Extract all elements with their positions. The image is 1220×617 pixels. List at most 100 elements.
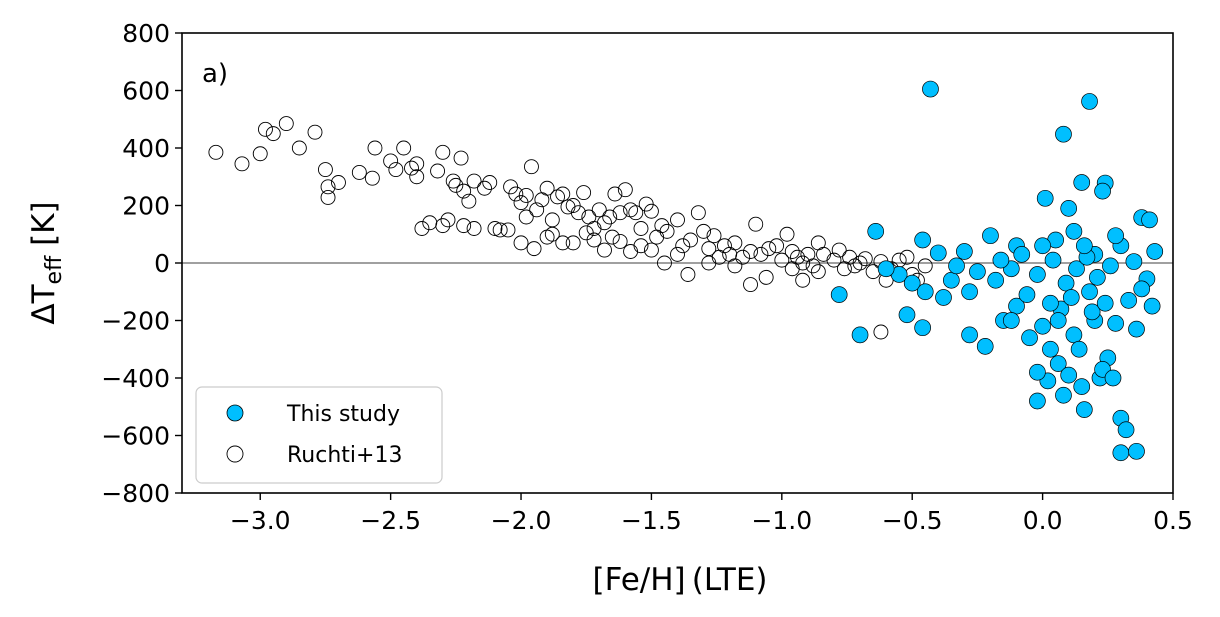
ruchti-point xyxy=(743,244,758,259)
ruchti-point xyxy=(320,179,336,195)
this-study-point xyxy=(1117,421,1135,439)
this-study-point xyxy=(1049,312,1067,329)
ruchti-point xyxy=(774,252,790,268)
this-study-point xyxy=(1075,237,1093,255)
ruchti-point xyxy=(735,249,751,265)
ruchti-point xyxy=(857,251,873,267)
ruchti-point xyxy=(743,277,758,293)
legend-box xyxy=(195,386,443,484)
ruchti-point xyxy=(383,153,399,169)
this-study-point xyxy=(935,289,952,306)
legend-marker-ruchti xyxy=(226,445,244,463)
ruchti-point xyxy=(852,255,868,271)
this-study-point xyxy=(914,231,931,249)
ruchti-point xyxy=(440,212,456,228)
ruchti-point xyxy=(826,252,842,268)
ruchti-point xyxy=(899,249,915,265)
this-study-point xyxy=(1120,292,1138,309)
ruchti-point xyxy=(331,175,346,190)
this-study-point xyxy=(956,243,973,260)
ruchti-point xyxy=(683,232,698,248)
ruchti-point xyxy=(445,173,461,189)
ruchti-point xyxy=(518,187,534,203)
this-study-point xyxy=(830,286,848,303)
this-study-point xyxy=(1068,260,1085,278)
ruchti-point xyxy=(555,235,571,251)
ruchti-point xyxy=(351,164,367,180)
this-study-point xyxy=(1107,227,1124,245)
ruchti-point xyxy=(291,140,307,156)
this-study-point xyxy=(992,251,1010,269)
ruchti-point xyxy=(435,218,451,234)
this-study-point xyxy=(1062,289,1080,306)
this-study-point xyxy=(1034,317,1051,335)
ruchti-point xyxy=(633,238,649,254)
ruchti-point xyxy=(657,255,672,271)
x-tick-label: 0.0 xyxy=(1023,506,1063,535)
this-study-point xyxy=(1055,125,1072,143)
ruchti-point xyxy=(690,205,706,221)
ruchti-point xyxy=(430,163,446,179)
this-study-point xyxy=(1049,355,1067,372)
svg-text:ΔTeff [K]: ΔTeff [K] xyxy=(26,201,67,324)
this-study-point xyxy=(1089,269,1106,286)
y-tick-label: −800 xyxy=(101,479,170,508)
this-study-point xyxy=(1065,326,1083,344)
ruchti-point xyxy=(539,180,555,196)
ruchti-point xyxy=(456,183,472,199)
ruchti-point xyxy=(482,175,498,190)
ruchti-point xyxy=(448,177,464,193)
ruchti-point xyxy=(307,124,323,140)
this-study-point xyxy=(916,283,934,301)
this-study-point xyxy=(1021,329,1038,347)
ruchti-point xyxy=(761,241,777,257)
ruchti-point xyxy=(675,238,691,254)
ruchti-point xyxy=(487,221,503,236)
this-study-point xyxy=(1044,251,1062,269)
y-axis-label-main: ΔT xyxy=(26,283,62,324)
this-study-point xyxy=(1096,294,1114,312)
this-study-series xyxy=(830,80,1164,462)
ruchti-point xyxy=(492,222,508,238)
ruchti-point xyxy=(461,193,477,209)
ruchti-point xyxy=(795,272,811,288)
ruchti-point xyxy=(234,156,250,172)
x-axis-ticks: −3.0 −2.5 −2.0 −1.5 −1.0 −0.5 0.0 0.5 xyxy=(230,493,1193,535)
y-tick-label: −400 xyxy=(101,364,170,393)
ruchti-point xyxy=(612,205,628,221)
y-tick-label: 800 xyxy=(122,19,170,48)
y-axis-label-unit: [K] xyxy=(26,201,62,255)
ruchti-point xyxy=(414,221,430,236)
ruchti-point xyxy=(753,246,769,262)
this-study-point xyxy=(903,274,921,292)
this-study-point xyxy=(922,80,939,98)
this-study-point xyxy=(1002,312,1020,329)
ruchti-point xyxy=(696,223,712,239)
ruchti-point xyxy=(529,202,545,218)
this-study-point xyxy=(867,223,885,240)
ruchti-point xyxy=(612,233,628,249)
ruchti-point xyxy=(727,235,743,251)
ruchti-point xyxy=(597,242,612,258)
ruchti-point xyxy=(810,264,826,280)
this-study-point xyxy=(987,271,1005,289)
ruchti-point xyxy=(278,116,294,132)
ruchti-point xyxy=(320,189,336,205)
ruchti-point xyxy=(252,146,268,162)
y-axis-label: ΔTeff [K] xyxy=(26,201,67,324)
ruchti-point xyxy=(779,226,795,242)
x-tick-label: 0.5 xyxy=(1153,506,1193,535)
this-study-point xyxy=(1073,378,1091,395)
ruchti-point xyxy=(208,144,224,160)
ruchti-point xyxy=(831,242,847,258)
this-study-point xyxy=(1143,297,1161,315)
this-study-point xyxy=(1060,200,1078,217)
legend-label-ruchti: Ruchti+13 xyxy=(287,443,402,468)
ruchti-point xyxy=(404,160,419,176)
ruchti-point xyxy=(727,258,743,274)
ruchti-point xyxy=(597,215,612,231)
ruchti-point xyxy=(633,221,649,236)
ruchti-point xyxy=(716,238,732,254)
this-study-point xyxy=(851,326,869,344)
y-tick-label: −200 xyxy=(101,307,170,336)
